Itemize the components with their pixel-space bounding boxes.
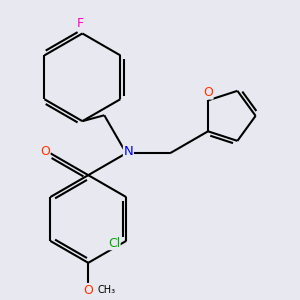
Text: O: O	[203, 86, 213, 99]
Text: O: O	[40, 145, 50, 158]
Text: CH₃: CH₃	[97, 285, 115, 295]
Text: F: F	[76, 17, 84, 30]
Text: Cl: Cl	[108, 237, 120, 250]
Text: N: N	[124, 145, 133, 158]
Text: O: O	[83, 284, 93, 296]
